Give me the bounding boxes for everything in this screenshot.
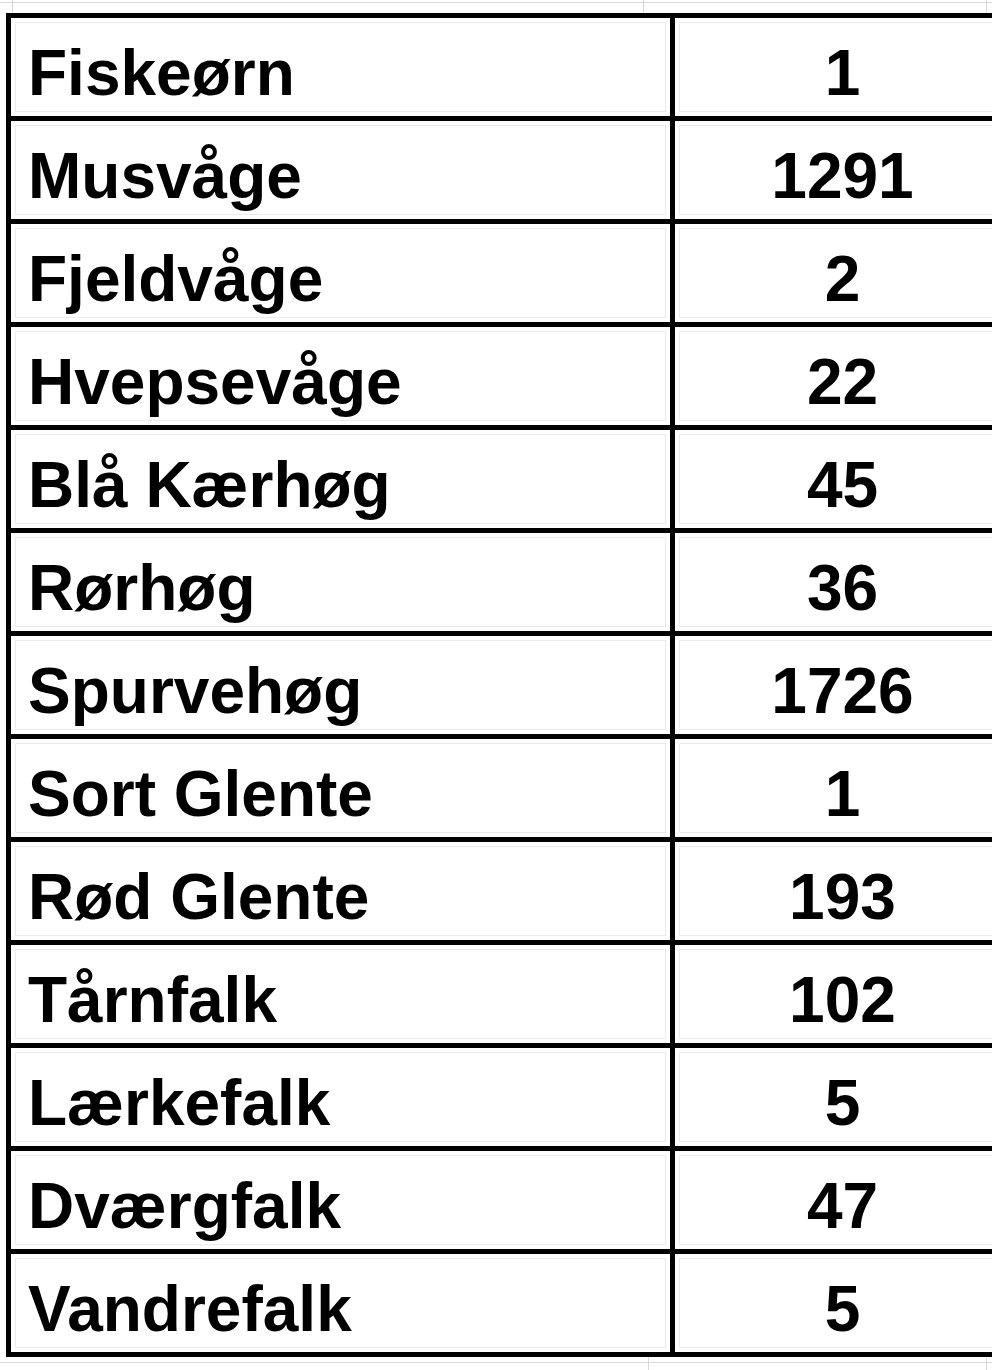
count-cell[interactable]: 47 bbox=[673, 1149, 992, 1252]
species-cell[interactable]: Hvepsevåge bbox=[9, 325, 673, 428]
table-row: Hvepsevåge 22 bbox=[9, 325, 992, 428]
raptor-count-table: Fiskeørn 1 Musvåge 1291 Fjeldvåge 2 Hvep… bbox=[6, 13, 992, 1357]
gridline-column-top bbox=[643, 0, 644, 13]
table-row: Blå Kærhøg 45 bbox=[9, 428, 992, 531]
species-cell[interactable]: Sort Glente bbox=[9, 737, 673, 840]
count-cell[interactable]: 1726 bbox=[673, 634, 992, 737]
species-cell[interactable]: Vandrefalk bbox=[9, 1252, 673, 1355]
count-cell[interactable]: 45 bbox=[673, 428, 992, 531]
species-cell[interactable]: Fiskeørn bbox=[9, 16, 673, 119]
table-row: Tårnfalk 102 bbox=[9, 943, 992, 1046]
count-cell[interactable]: 36 bbox=[673, 531, 992, 634]
species-cell[interactable]: Rød Glente bbox=[9, 840, 673, 943]
table-row: Fiskeørn 1 bbox=[9, 16, 992, 119]
species-cell[interactable]: Musvåge bbox=[9, 119, 673, 222]
species-cell[interactable]: Dværgfalk bbox=[9, 1149, 673, 1252]
species-cell[interactable]: Blå Kærhøg bbox=[9, 428, 673, 531]
table-row: Rørhøg 36 bbox=[9, 531, 992, 634]
count-cell[interactable]: 22 bbox=[673, 325, 992, 428]
count-cell[interactable]: 102 bbox=[673, 943, 992, 1046]
species-cell[interactable]: Rørhøg bbox=[9, 531, 673, 634]
count-cell[interactable]: 1291 bbox=[673, 119, 992, 222]
species-cell[interactable]: Fjeldvåge bbox=[9, 222, 673, 325]
gridline-column-bottom bbox=[648, 1357, 649, 1370]
count-cell[interactable]: 1 bbox=[673, 737, 992, 840]
gridline-bottom bbox=[0, 1362, 992, 1363]
table-row: Spurvehøg 1726 bbox=[9, 634, 992, 737]
gridline-left-top bbox=[12, 0, 13, 13]
table-row: Fjeldvåge 2 bbox=[9, 222, 992, 325]
table-row: Vandrefalk 5 bbox=[9, 1252, 992, 1355]
table-row: Dværgfalk 47 bbox=[9, 1149, 992, 1252]
table-row: Sort Glente 1 bbox=[9, 737, 992, 840]
count-cell[interactable]: 1 bbox=[673, 16, 992, 119]
count-cell[interactable]: 5 bbox=[673, 1252, 992, 1355]
count-cell[interactable]: 193 bbox=[673, 840, 992, 943]
species-cell[interactable]: Spurvehøg bbox=[9, 634, 673, 737]
table-row: Rød Glente 193 bbox=[9, 840, 992, 943]
count-cell[interactable]: 5 bbox=[673, 1046, 992, 1149]
table-row: Musvåge 1291 bbox=[9, 119, 992, 222]
count-cell[interactable]: 2 bbox=[673, 222, 992, 325]
table-row: Lærkefalk 5 bbox=[9, 1046, 992, 1149]
species-cell[interactable]: Lærkefalk bbox=[9, 1046, 673, 1149]
species-cell[interactable]: Tårnfalk bbox=[9, 943, 673, 1046]
gridline-top bbox=[0, 2, 992, 3]
